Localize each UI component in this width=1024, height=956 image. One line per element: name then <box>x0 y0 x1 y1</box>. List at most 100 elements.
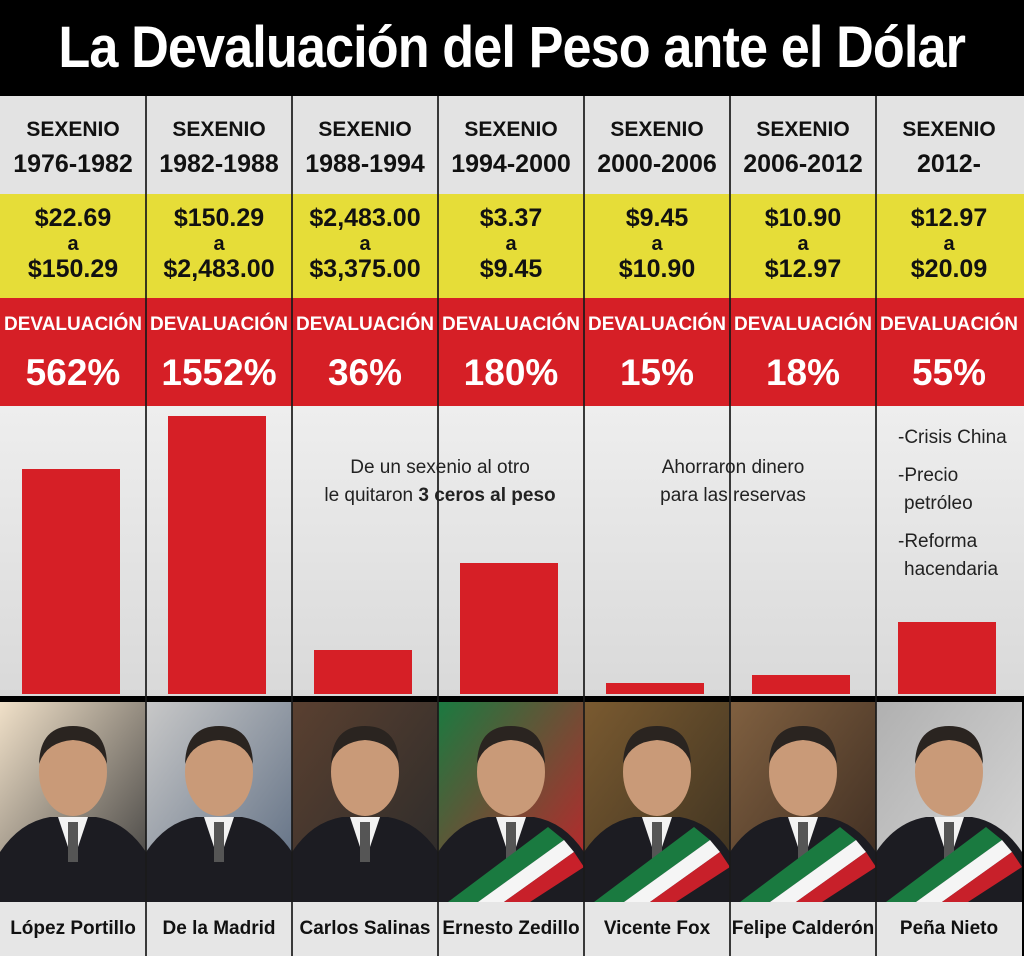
devaluation-value: 180% <box>463 352 559 393</box>
range-to: $150.29 <box>27 255 119 283</box>
column-1982-1988: SEXENIO 1982-1988 $150.29 a $2,483.00 DEVALUA… <box>146 96 292 956</box>
devaluation-label: DEVALUACIÓN <box>734 314 872 335</box>
devaluation-value: 1552% <box>161 352 277 393</box>
devaluation-value: 18% <box>765 352 841 393</box>
bar-2000-2006 <box>606 683 704 694</box>
president-photo <box>584 702 730 902</box>
president-name: De la Madrid <box>146 902 292 956</box>
annotation-reservas: Ahorraron dinero para las reservas <box>640 454 826 510</box>
bar-2012- <box>898 622 996 694</box>
exchange-range: $12.97 a $20.09 <box>876 204 1022 284</box>
sexenio-years: 2012- <box>917 150 981 178</box>
devaluation-label: DEVALUACIÓN <box>296 314 434 335</box>
president-name: Carlos Salinas <box>292 902 438 956</box>
sexenio-years: 1982-1988 <box>159 150 279 178</box>
sexenio-years: 2006-2012 <box>743 150 863 178</box>
exchange-range: $10.90 a $12.97 <box>730 204 876 284</box>
range-a: a <box>505 233 517 255</box>
president-name: Felipe Calderón <box>730 902 876 956</box>
range-from: $22.69 <box>34 204 112 232</box>
president-name: Vicente Fox <box>584 902 730 956</box>
range-to: $12.97 <box>764 255 842 283</box>
range-from: $2,483.00 <box>309 204 421 232</box>
range-from: $3.37 <box>479 204 543 232</box>
column-divider <box>291 96 293 956</box>
column-divider <box>145 96 147 956</box>
exchange-range: $22.69 a $150.29 <box>0 204 146 284</box>
column-1976-1982: SEXENIO 1976-1982 $22.69 a $150.29 DEVALUACIÓ… <box>0 96 146 956</box>
annotation-reservas-line1: Ahorraron dinero <box>661 457 805 478</box>
devaluation-label: DEVALUACIÓN <box>588 314 726 335</box>
bar-2006-2012 <box>752 675 850 694</box>
annotation-pena: -Crisis China -Precio petróleo -Reforma … <box>898 424 1022 584</box>
annotation-pena-item: -Crisis China <box>898 427 1007 448</box>
exchange-range: $150.29 a $2,483.00 <box>146 204 292 284</box>
president-name: López Portillo <box>0 902 146 956</box>
annotation-pena-item: petróleo <box>904 493 973 514</box>
range-from: $12.97 <box>910 204 988 232</box>
president-photo <box>876 702 1022 902</box>
annotation-ceros-prefix: le quitaron <box>324 485 419 506</box>
range-to: $3,375.00 <box>309 255 421 283</box>
president-photo <box>0 702 146 902</box>
president-photo <box>730 702 876 902</box>
president-photo <box>438 702 584 902</box>
bar-1994-2000 <box>460 563 558 694</box>
column-1988-1994: SEXENIO 1988-1994 $2,483.00 a $3,375.00 DEVAL… <box>292 96 438 956</box>
range-to: $10.90 <box>618 255 696 283</box>
sexenio-label: SEXENIO <box>318 118 412 141</box>
annotation-pena-item: hacendaria <box>904 559 999 580</box>
column-divider <box>583 96 585 956</box>
annotation-ceros: De un sexenio al otro le quitaron 3 cero… <box>322 454 558 510</box>
devaluation-value: 55% <box>911 352 987 393</box>
exchange-range: $2,483.00 a $3,375.00 <box>292 204 438 284</box>
annotation-ceros-line1: De un sexenio al otro <box>350 457 530 478</box>
range-a: a <box>359 233 371 255</box>
president-photo <box>146 702 292 902</box>
devaluation-value: 15% <box>619 352 695 393</box>
bar-1976-1982 <box>22 469 120 694</box>
devaluation-label: DEVALUACIÓN <box>4 314 142 335</box>
title-text: La Devaluación del Peso ante el Dólar <box>58 15 967 80</box>
devaluation-label: DEVALUACIÓN <box>880 314 1018 335</box>
range-a: a <box>943 233 955 255</box>
column-divider <box>729 96 731 956</box>
band-sexenio <box>0 96 1024 194</box>
sexenio-label: SEXENIO <box>172 118 266 141</box>
sexenio-label: SEXENIO <box>610 118 704 141</box>
sexenio-years: 1994-2000 <box>451 150 571 178</box>
column-divider <box>437 96 439 956</box>
range-from: $10.90 <box>764 204 842 232</box>
range-to: $20.09 <box>910 255 988 283</box>
annotation-reservas-line2: para las reservas <box>660 485 806 506</box>
president-photo <box>292 702 438 902</box>
range-to: $9.45 <box>479 255 543 283</box>
range-a: a <box>797 233 809 255</box>
range-a: a <box>67 233 79 255</box>
sexenio-label: SEXENIO <box>756 118 850 141</box>
range-a: a <box>651 233 663 255</box>
president-name: Peña Nieto <box>876 902 1022 956</box>
sexenio-label: SEXENIO <box>902 118 996 141</box>
annotation-pena-item: -Reforma <box>898 531 978 552</box>
annotation-pena-item: -Precio <box>898 465 959 486</box>
devaluation-value: 36% <box>327 352 403 393</box>
sexenio-label: SEXENIO <box>26 118 120 141</box>
page-title: La Devaluación del Peso ante el Dólar <box>0 0 1024 96</box>
exchange-range: $9.45 a $10.90 <box>584 204 730 284</box>
exchange-range: $3.37 a $9.45 <box>438 204 584 284</box>
column-divider <box>875 96 877 956</box>
devaluation-label: DEVALUACIÓN <box>442 314 580 335</box>
band-devaluation <box>0 298 1024 406</box>
president-name: Ernesto Zedillo <box>438 902 584 956</box>
sexenio-years: 2000-2006 <box>597 150 717 178</box>
bar-1988-1994 <box>314 650 412 694</box>
column-2000-2006: SEXENIO 2000-2006 $9.45 a $10.90 DEVALUACIÓN 1… <box>584 96 730 956</box>
sexenio-label: SEXENIO <box>464 118 558 141</box>
column-2012-: SEXENIO 2012- $12.97 a $20.09 DEVALUACIÓN 55% P… <box>876 96 1022 956</box>
sexenio-years: 1988-1994 <box>305 150 425 178</box>
sexenio-years: 1976-1982 <box>13 150 133 178</box>
devaluation-value: 562% <box>25 352 121 393</box>
range-a: a <box>213 233 225 255</box>
